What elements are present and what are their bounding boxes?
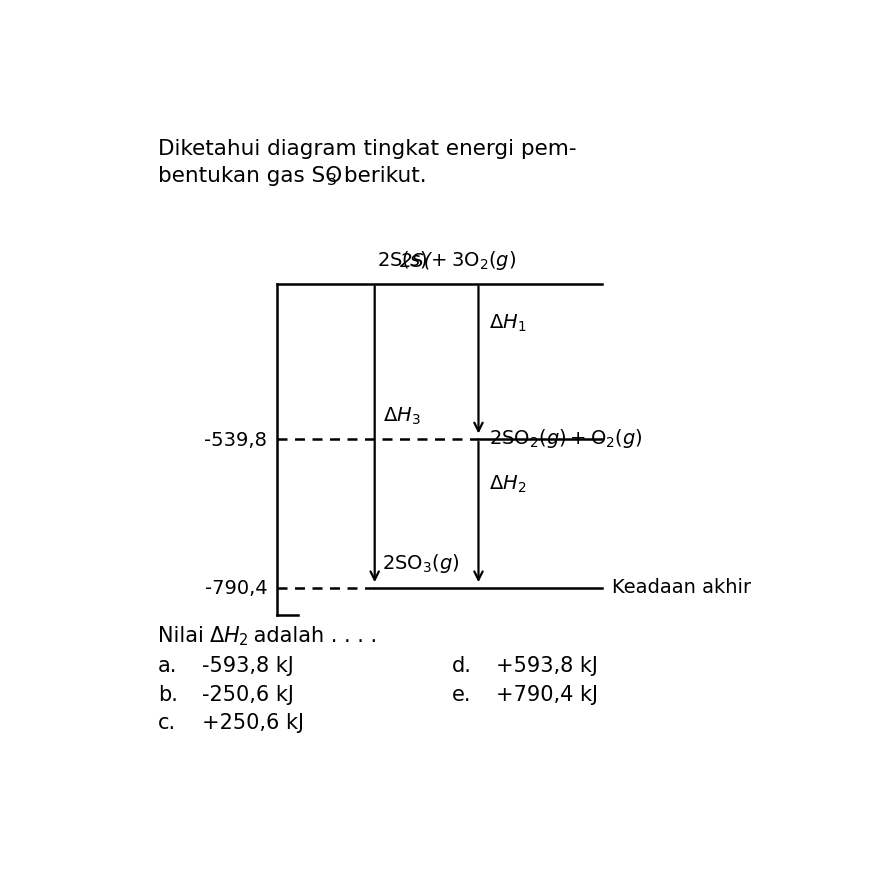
Text: -790,4: -790,4 (204, 579, 267, 597)
Text: Nilai: Nilai (158, 625, 211, 645)
Text: -250,6 kJ: -250,6 kJ (203, 684, 294, 704)
Text: a.: a. (158, 656, 177, 675)
Text: 2S(: 2S( (400, 251, 433, 270)
Text: berikut.: berikut. (337, 166, 427, 186)
Text: d.: d. (451, 656, 471, 675)
Text: Keadaan akhir: Keadaan akhir (612, 577, 751, 596)
Text: e.: e. (451, 684, 471, 704)
Text: $\mathregular{2SO_3(}$$\mathit{g}$$\mathregular{)}$: $\mathregular{2SO_3(}$$\mathit{g}$$\math… (381, 551, 459, 574)
Text: $\Delta H_2$: $\Delta H_2$ (489, 474, 526, 495)
Text: -593,8 kJ: -593,8 kJ (203, 656, 294, 675)
Text: 3: 3 (327, 173, 337, 188)
Text: $\Delta H_2$: $\Delta H_2$ (209, 624, 249, 647)
Text: $\Delta H_1$: $\Delta H_1$ (489, 312, 526, 333)
Text: +790,4 kJ: +790,4 kJ (496, 684, 598, 704)
Text: $\mathregular{2SO_2(}$$\mathit{g}$$\mathregular{) + O_2(}$$\mathit{g}$$\mathregu: $\mathregular{2SO_2(}$$\mathit{g}$$\math… (489, 427, 642, 450)
Text: +593,8 kJ: +593,8 kJ (496, 656, 598, 675)
Text: bentukan gas SO: bentukan gas SO (158, 166, 342, 186)
Text: c.: c. (158, 712, 176, 732)
Text: $\Delta H_3$: $\Delta H_3$ (383, 405, 420, 426)
Text: Diketahui diagram tingkat energi pem-: Diketahui diagram tingkat energi pem- (158, 139, 576, 159)
Text: adalah . . . .: adalah . . . . (247, 625, 377, 645)
Text: -539,8: -539,8 (204, 430, 267, 449)
Text: +250,6 kJ: +250,6 kJ (203, 712, 304, 732)
Text: b.: b. (158, 684, 178, 704)
Text: $\mathregular{2S(}$$\mathit{s}$$\mathregular{) + 3O_2(}$$\mathit{g}$$\mathregula: $\mathregular{2S(}$$\mathit{s}$$\mathreg… (377, 249, 516, 272)
